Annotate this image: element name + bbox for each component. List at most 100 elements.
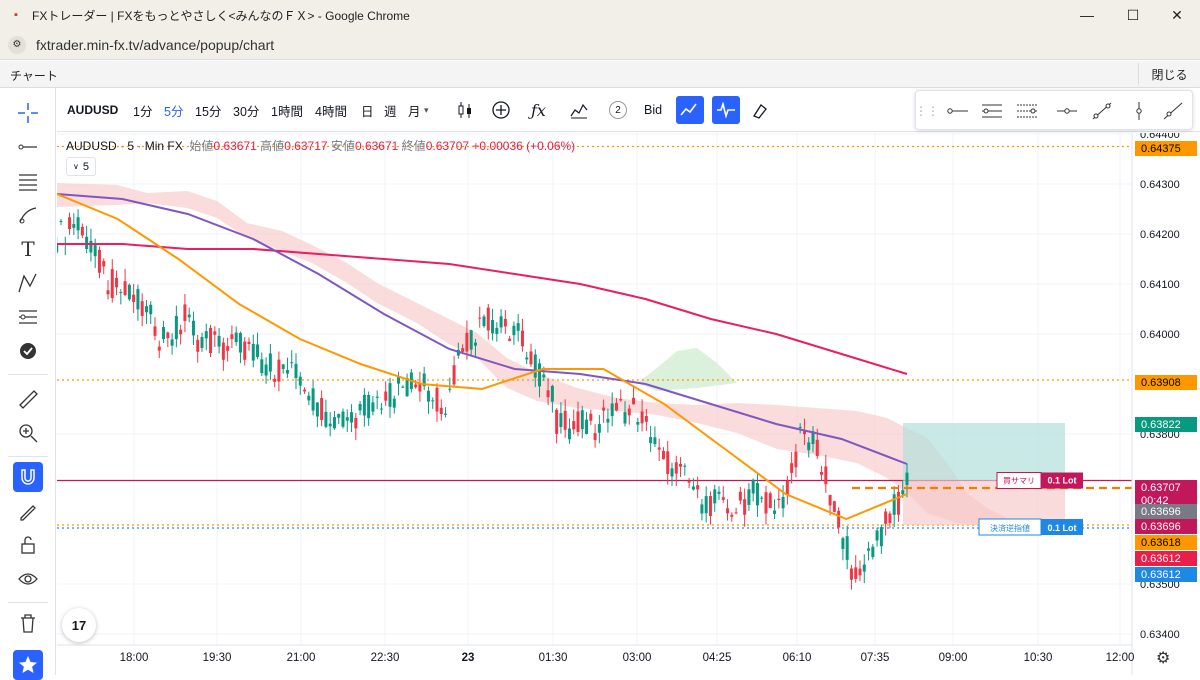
candle-body — [512, 325, 516, 336]
crosshair-icon[interactable] — [13, 98, 43, 128]
tf-15m[interactable]: 15分 — [195, 104, 222, 119]
unlock-icon[interactable] — [13, 530, 43, 560]
trend-line-icon[interactable] — [13, 132, 43, 162]
close-window-button[interactable]: ✕ — [1171, 6, 1183, 23]
legend-collapse-toggle[interactable]: ∨ 5 — [66, 157, 96, 176]
candle-body — [260, 359, 264, 374]
url-text[interactable]: fxtrader.min-fx.tv/advance/popup/chart — [36, 36, 275, 53]
time-tick-label: 01:30 — [539, 652, 568, 664]
bid-label[interactable]: Bid — [644, 103, 663, 117]
horizontal-line-icon[interactable] — [1054, 99, 1080, 123]
price-axis-label: 0.63822 — [1135, 417, 1197, 432]
candle-body — [777, 498, 781, 501]
candle-body — [123, 281, 127, 295]
diagonal-line-icon[interactable] — [1089, 99, 1115, 123]
address-bar[interactable]: ⚙ fxtrader.min-fx.tv/advance/popup/chart — [0, 30, 1200, 60]
price-label-bg — [1135, 551, 1197, 566]
templates-icon[interactable] — [569, 88, 589, 132]
tf-1m[interactable]: 1分 — [133, 104, 153, 119]
price-axis-label: 0.63696 — [1135, 504, 1197, 519]
candle-body — [674, 462, 678, 474]
candle-body — [768, 493, 772, 509]
candle-body — [499, 316, 503, 328]
candle-body — [431, 400, 435, 402]
check-circle-icon[interactable] — [13, 336, 43, 366]
chart-legend: AUDUSD · 5 · Min FX 始値0.63671 高値0.63717 … — [66, 139, 576, 153]
zoom-in-icon[interactable] — [13, 418, 43, 448]
candle-body — [102, 261, 106, 267]
candle-body — [815, 439, 819, 457]
vertical-line-icon[interactable] — [1126, 99, 1152, 123]
magnet-icon[interactable] — [13, 462, 43, 492]
text-tool-icon[interactable]: T — [21, 237, 35, 261]
oscillator-icon[interactable] — [712, 96, 740, 124]
symbol-selector[interactable]: AUDUSD — [67, 103, 119, 117]
candle-body — [580, 410, 584, 430]
candle-body — [670, 468, 674, 477]
time-tick-label: 03:00 — [623, 652, 652, 664]
tf-5m[interactable]: 5分 — [164, 104, 184, 119]
tf-week[interactable]: 週 — [384, 104, 397, 119]
channel-lines-icon[interactable] — [1014, 99, 1040, 123]
candle-body — [174, 315, 178, 340]
gear-icon[interactable]: ⚙ — [1156, 650, 1171, 667]
candle-body — [401, 386, 405, 388]
candle-body — [627, 408, 631, 416]
indicator-count-badge[interactable]: 2 — [609, 88, 627, 132]
drag-handle-icon[interactable]: ⋮⋮ — [915, 104, 939, 118]
site-info-icon[interactable]: ⚙ — [8, 35, 26, 54]
candle-body — [516, 323, 520, 331]
parallel-lines-icon[interactable] — [979, 99, 1005, 123]
candle-body — [717, 491, 721, 494]
tf-day[interactable]: 日 — [361, 104, 374, 119]
eye-icon[interactable] — [13, 564, 43, 594]
tf-4h[interactable]: 4時間 — [315, 104, 347, 119]
candle-body — [730, 514, 734, 517]
candle-body — [563, 410, 567, 430]
candle-body — [350, 412, 354, 423]
ray-icon[interactable] — [1160, 99, 1186, 123]
tf-1h[interactable]: 1時間 — [271, 104, 303, 119]
tf-30m[interactable]: 30分 — [233, 104, 260, 119]
horizontal-ray-icon[interactable] — [944, 99, 970, 123]
time-tick-label: 09:00 — [939, 652, 968, 664]
candle-body — [68, 217, 72, 230]
price-chart[interactable]: 買サマリ 0.1 Lot 決済逆指値 0.1 Lot 0.64400 0.64300 0.… — [57, 133, 1200, 675]
indicator-icon[interactable]: ƒx — [531, 100, 546, 120]
candle-type-icon[interactable] — [457, 88, 473, 132]
legend-low: 0.63671 — [354, 139, 399, 153]
add-icon[interactable] — [491, 88, 511, 132]
fib-lines-icon[interactable] — [13, 166, 43, 196]
time-axis: 18:00 19:30 21:00 22:30 23 01:30 03:00 04:25 06:… — [120, 652, 1135, 664]
candle-body — [324, 411, 328, 427]
trash-icon[interactable] — [13, 608, 43, 638]
candle-body — [760, 497, 764, 499]
brush-icon[interactable] — [13, 200, 43, 230]
candle-body — [384, 391, 388, 401]
favorite-star-icon[interactable] — [13, 650, 43, 680]
price-label-value: 0.63707 — [1141, 482, 1181, 494]
ruler-icon[interactable] — [13, 384, 43, 414]
candle-body — [503, 318, 507, 327]
stop-lot-text: 0.1 Lot — [1047, 523, 1076, 533]
tf-more-icon[interactable]: ▾ — [424, 104, 429, 115]
candle-body — [687, 480, 691, 483]
pattern-icon[interactable] — [13, 268, 43, 298]
candle-body — [187, 314, 191, 318]
tradingview-logo-icon[interactable]: 17 — [62, 608, 96, 642]
chart-trade-icon[interactable] — [676, 96, 704, 124]
maximize-button[interactable]: ☐ — [1126, 6, 1140, 23]
candle-body — [166, 332, 170, 339]
clear-drawings-icon[interactable] — [751, 88, 769, 132]
minimize-button[interactable]: — — [1080, 7, 1094, 23]
candle-body — [76, 217, 80, 231]
candle-body — [332, 417, 336, 429]
lock-drawing-icon[interactable] — [13, 496, 43, 526]
price-label-bg — [1135, 504, 1197, 519]
tf-month[interactable]: 月 — [408, 104, 421, 119]
measure-lines-icon[interactable] — [13, 302, 43, 332]
candle-body — [153, 326, 157, 336]
candle-body — [837, 510, 841, 528]
close-chart-button[interactable]: 閉じる — [1138, 63, 1200, 85]
price-labels: 0.643750.639080.638220.6370700:420.63696… — [1135, 141, 1197, 582]
